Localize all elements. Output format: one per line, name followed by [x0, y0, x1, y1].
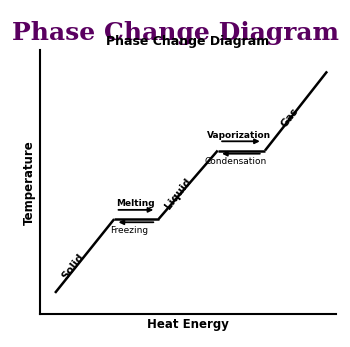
Text: Liquid: Liquid — [163, 177, 193, 211]
Text: Freezing: Freezing — [110, 226, 148, 235]
Text: Melting: Melting — [117, 199, 155, 208]
Text: Condensation: Condensation — [204, 156, 267, 166]
Text: Full Page Phase Change Diagrams
Labeled and Unlabeled: Full Page Phase Change Diagrams Labeled … — [68, 67, 282, 93]
Text: Solid: Solid — [60, 252, 86, 281]
X-axis label: Heat Energy: Heat Energy — [147, 318, 229, 331]
Text: Phase Change Diagram: Phase Change Diagram — [12, 21, 338, 45]
Title: Phase Change Diagram: Phase Change Diagram — [106, 35, 270, 48]
Y-axis label: Temperature: Temperature — [23, 140, 36, 225]
Text: Gas: Gas — [280, 106, 301, 129]
Text: Vaporization: Vaporization — [207, 131, 271, 140]
